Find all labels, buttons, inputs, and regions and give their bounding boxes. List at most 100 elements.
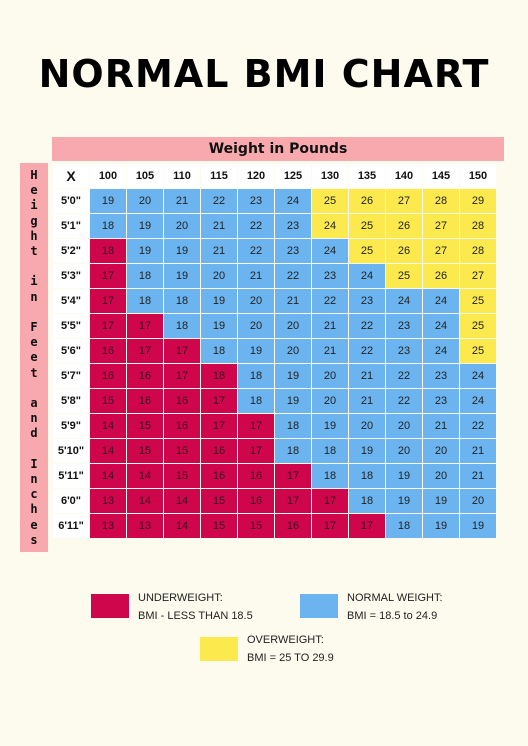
height-label-char: t [30,244,38,259]
height-row-label: 5'9" [53,414,89,438]
bmi-cell: 16 [201,439,237,463]
bmi-cell: 15 [164,464,200,488]
bmi-cell: 19 [312,414,348,438]
bmi-cell: 24 [275,189,311,213]
normal-title: NORMAL WEIGHT: [347,592,443,604]
underweight-swatch [91,594,129,618]
bmi-cell: 26 [349,189,385,213]
bmi-cell: 23 [312,264,348,288]
bmi-cell: 17 [90,264,126,288]
bmi-cell: 20 [312,389,348,413]
height-label-char: e [30,183,38,198]
table-row: 5'0" 19 20 21 22 23 24 25 26 27 28 29 [53,189,496,213]
bmi-cell: 17 [275,489,311,513]
bmi-cell: 25 [386,264,422,288]
height-row-label: 5'4" [53,289,89,313]
underweight-range: BMI - LESS THAN 18.5 [138,610,253,622]
weight-col-header: 105 [127,164,163,188]
weight-col-header: 140 [386,164,422,188]
bmi-cell: 14 [164,514,200,538]
bmi-cell: 25 [460,339,496,363]
bmi-cell: 26 [423,264,459,288]
bmi-cell: 28 [460,239,496,263]
bmi-cell: 20 [423,464,459,488]
bmi-cell: 16 [238,489,274,513]
bmi-cell: 27 [386,189,422,213]
height-row-label: 5'8" [53,389,89,413]
height-label-char: F [30,320,38,335]
table-row: 6'0" 13 14 14 15 16 17 17 18 19 19 20 [53,489,496,513]
table-row: 5'1" 18 19 20 21 22 23 24 25 26 27 28 [53,214,496,238]
height-label-char: i [30,198,38,213]
bmi-cell: 20 [275,339,311,363]
bmi-cell: 24 [460,389,496,413]
bmi-cell: 18 [201,364,237,388]
bmi-cell: 17 [90,289,126,313]
bmi-cell: 28 [423,189,459,213]
bmi-cell: 21 [349,389,385,413]
weight-col-header: 150 [460,164,496,188]
bmi-cell: 17 [201,414,237,438]
height-row-label: 5'1" [53,214,89,238]
height-label-char: c [30,487,38,502]
bmi-cell: 22 [460,414,496,438]
height-label-char: n [30,411,38,426]
bmi-cell: 23 [423,389,459,413]
table-row: 5'11" 14 14 15 16 16 17 18 18 19 20 21 [53,464,496,488]
height-row-label: 5'5" [53,314,89,338]
bmi-cell: 21 [312,339,348,363]
bmi-cell: 16 [238,464,274,488]
bmi-cell: 14 [127,464,163,488]
bmi-cell: 15 [90,389,126,413]
table-row: 5'10" 14 15 15 16 17 18 18 19 20 20 21 [53,439,496,463]
bmi-cell: 17 [312,514,348,538]
bmi-cell: 22 [386,389,422,413]
bmi-cell: 17 [164,339,200,363]
bmi-cell: 20 [312,364,348,388]
height-row-label: 6'11" [53,514,89,538]
bmi-cell: 19 [127,214,163,238]
bmi-cell: 21 [460,439,496,463]
bmi-cell: 25 [349,239,385,263]
bmi-cell: 27 [460,264,496,288]
height-label-char: e [30,335,38,350]
bmi-cell: 23 [275,214,311,238]
bmi-cell: 22 [238,214,274,238]
bmi-cell: 20 [164,214,200,238]
bmi-cell: 19 [90,189,126,213]
bmi-cell: 17 [127,314,163,338]
bmi-cell: 15 [201,489,237,513]
bmi-cell: 25 [460,314,496,338]
bmi-cell: 19 [238,339,274,363]
height-label-char: h [30,228,38,243]
bmi-cell: 15 [164,439,200,463]
bmi-cell: 15 [238,514,274,538]
bmi-cell: 14 [90,464,126,488]
bmi-cell: 14 [90,414,126,438]
bmi-cell: 26 [386,214,422,238]
bmi-cell: 19 [386,489,422,513]
normal-swatch [300,594,338,618]
bmi-cell: 18 [90,239,126,263]
bmi-cell: 13 [127,514,163,538]
bmi-cell: 17 [275,464,311,488]
bmi-cell: 24 [460,364,496,388]
bmi-cell: 16 [275,514,311,538]
height-label-char: I [30,456,38,471]
table-row: 5'4" 17 18 18 19 20 21 22 23 24 24 25 [53,289,496,313]
bmi-cell: 14 [90,439,126,463]
bmi-cell: 18 [127,264,163,288]
height-label-char: g [30,213,38,228]
bmi-cell: 20 [127,189,163,213]
bmi-cell: 16 [164,414,200,438]
bmi-cell: 22 [386,364,422,388]
bmi-cell: 17 [312,489,348,513]
bmi-cell: 17 [349,514,385,538]
bmi-cell: 15 [127,439,163,463]
bmi-cell: 18 [386,514,422,538]
table-row: 5'6" 16 17 17 18 19 20 21 22 23 24 25 [53,339,496,363]
bmi-cell: 22 [312,289,348,313]
bmi-cell: 16 [90,339,126,363]
height-label-char: i [30,274,38,289]
